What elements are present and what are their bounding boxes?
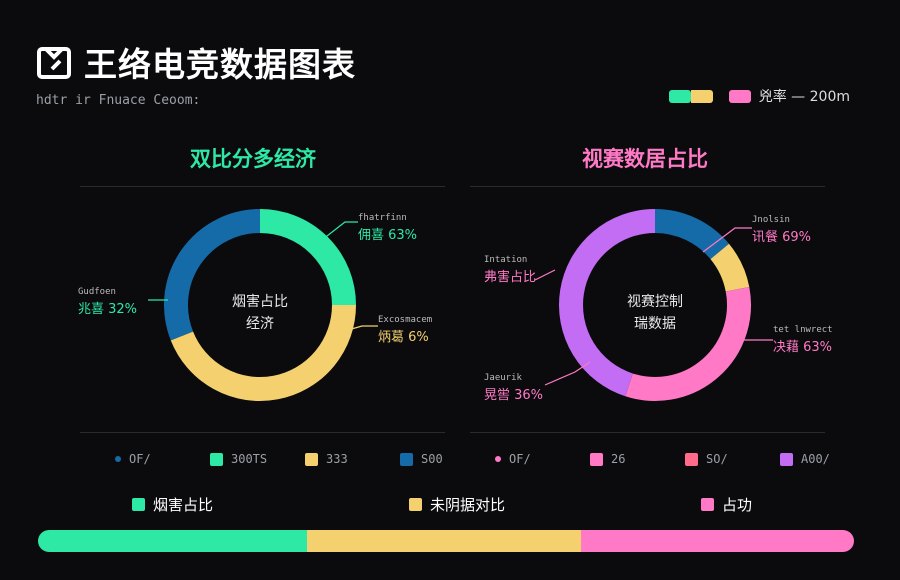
legend-swatch — [780, 452, 793, 466]
chart-right-center-label: 视赛控制 瑞数据 — [605, 291, 705, 335]
legend-item: A00/ — [780, 452, 875, 466]
progress-segment-2 — [580, 530, 854, 552]
legend-swatch-teal — [668, 89, 691, 103]
annotation-left-3: Gudfoen 兆喜 32% — [78, 284, 137, 318]
legend-item: OF/ — [495, 452, 590, 466]
legend-swatch-yellow — [690, 89, 713, 103]
bottom-legend-item: 烟害占比 — [132, 494, 213, 515]
legend-label: S00 — [421, 452, 443, 466]
legend-swatch — [305, 452, 318, 466]
legend-swatch — [210, 452, 223, 466]
bottom-legend-label: 占功 — [721, 496, 752, 514]
annotation-right-4: Intation 弗害占比 — [484, 252, 536, 286]
annotation-label: 佣喜 63% — [358, 228, 418, 243]
bottom-legend: 烟害占比 未阴据对比 占功 — [132, 494, 752, 515]
legend-item: 26 — [590, 452, 685, 466]
top-legend: 兇率 — 200m — [668, 86, 850, 106]
page-subtitle: hdtr ir Fnuace Ceoom: — [36, 93, 201, 108]
center-label-line2: 瑞数据 — [634, 316, 676, 332]
legend-swatch — [115, 456, 121, 462]
divider-right-bottom — [470, 432, 825, 433]
donut-slice-2 — [164, 209, 261, 341]
legend-swatch — [700, 498, 714, 511]
legend-swatch — [495, 456, 501, 462]
legend-label: 300TS — [231, 452, 268, 466]
progress-segment-1 — [307, 530, 581, 552]
divider-left-bottom — [80, 432, 445, 433]
bottom-legend-label: 未阴据对比 — [429, 496, 505, 514]
legend-item: S00 — [400, 452, 495, 466]
legend-label: 26 — [611, 452, 626, 466]
stacked-progress-bar — [38, 530, 854, 552]
chart-left-legend: OF/300TS 333 S00 — [115, 452, 495, 466]
donut-slice-0 — [259, 209, 356, 306]
annotation-label: 决藉 63% — [773, 340, 833, 355]
annotation-tag: Excosmacem — [378, 315, 433, 325]
legend-label: OF/ — [129, 452, 151, 466]
annotation-right-3: Jaeurik 晃喾 36% — [484, 370, 543, 404]
annotation-label: 兆喜 32% — [78, 302, 138, 317]
center-label-line1: 视赛控制 — [627, 294, 683, 310]
top-legend-label: 兇率 — 200m — [758, 89, 850, 105]
divider-left-top — [80, 186, 445, 187]
chart-right-title: 视赛数居占比 — [582, 147, 708, 171]
donut-slice-1 — [710, 243, 750, 292]
legend-swatch — [132, 498, 145, 511]
legend-item: OF/ — [115, 452, 210, 466]
annotation-left-1: fhatrfinn 佣喜 63% — [358, 210, 417, 244]
annotation-label: 炳葛 6% — [378, 330, 429, 345]
donut-chart-right — [559, 209, 751, 401]
annotation-label: 晃喾 36% — [484, 388, 544, 403]
legend-label: SO/ — [706, 452, 728, 466]
legend-item: 333 — [305, 452, 400, 466]
annotation-tag: Gudfoen — [78, 287, 116, 297]
chart-left-center-label: 烟害占比 经济 — [210, 291, 310, 335]
annotation-label: 弗害占比 — [484, 270, 537, 285]
legend-swatch — [400, 452, 413, 466]
legend-label: A00/ — [801, 452, 830, 466]
annotation-tag: fhatrfinn — [358, 213, 407, 223]
bottom-legend-label: 烟害占比 — [153, 496, 214, 514]
legend-swatch-pink — [728, 89, 751, 103]
logo-icon — [37, 47, 71, 79]
progress-segment-0 — [38, 530, 308, 552]
center-label-line2: 经济 — [246, 316, 274, 332]
chart-left-title: 双比分多经济 — [190, 147, 316, 171]
annotation-tag: Intation — [484, 255, 528, 265]
legend-item: 300TS — [210, 452, 305, 466]
legend-swatch — [685, 452, 698, 466]
annotation-tag: Jaeurik — [484, 373, 522, 383]
legend-swatch — [590, 452, 603, 466]
legend-swatch — [408, 498, 422, 511]
header: 王络电竞数据图表 — [36, 38, 356, 86]
donut-slice-0 — [654, 209, 729, 260]
center-label-line1: 烟害占比 — [232, 294, 288, 310]
legend-label: OF/ — [509, 452, 531, 466]
annotation-right-1: Jnolsin 讯餐 69% — [752, 212, 811, 246]
donut-chart-left — [164, 209, 356, 401]
bottom-legend-item: 占功 — [700, 494, 752, 515]
annotation-label: 讯餐 69% — [752, 230, 812, 245]
bottom-legend-item: 未阴据对比 — [408, 494, 505, 515]
legend-item: SO/ — [685, 452, 780, 466]
divider-right-top — [470, 186, 825, 187]
donut-slice-3 — [559, 209, 656, 397]
legend-label: 333 — [326, 452, 348, 466]
donut-slice-1 — [170, 304, 356, 401]
page-title: 王络电竞数据图表 — [84, 45, 356, 84]
annotation-tag: Jnolsin — [752, 215, 790, 225]
chart-right-legend: OF/26 SO/A00/ — [495, 452, 875, 466]
donut-slice-2 — [625, 287, 751, 401]
annotation-left-2: Excosmacem 炳葛 6% — [378, 312, 432, 346]
annotation-tag: tet lnwrect — [773, 325, 833, 335]
annotation-right-2: tet lnwrect 决藉 63% — [773, 322, 833, 356]
